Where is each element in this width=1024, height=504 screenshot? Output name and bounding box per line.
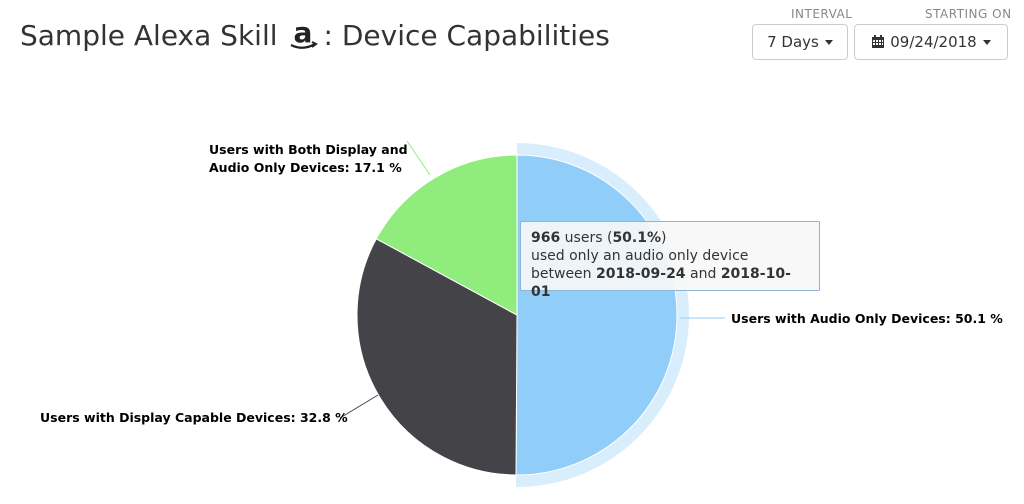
tooltip-close-paren: ) [661,230,667,246]
interval-dropdown[interactable]: 7 Days [752,24,848,60]
page-title: Sample Alexa Skill a : Device Capabiliti… [20,16,610,52]
tooltip-start-date: 2018-09-24 [596,266,686,282]
tooltip-and: and [685,266,721,282]
chevron-down-icon [824,39,833,45]
tooltip-end-date: 2018-10-01 [531,266,791,300]
tooltip-percent: 50.1% [612,230,662,246]
pie-label-connector-2 [406,140,431,176]
title-prefix: Sample Alexa Skill [20,18,278,52]
title-suffix: : Device Capabilities [323,18,610,52]
amazon-logo-icon: a [286,16,320,52]
pie-label-connector-1 [339,394,379,419]
start-date-dropdown[interactable]: 09/24/2018 [854,24,1008,60]
interval-label: INTERVAL [791,7,853,21]
pie-slice-2[interactable] [375,154,518,316]
tooltip-line-3: between 2018-09-24 and 2018-10-01 [531,265,809,301]
pie-label-0: Users with Audio Only Devices: 50.1 % [731,311,1003,326]
start-date-value: 09/24/2018 [890,33,977,51]
chevron-down-icon [982,39,991,45]
pie-label-2: Users with Both Display and Audio Only De… [209,142,408,175]
pie-slice-0[interactable] [515,154,678,476]
tooltip-between: between [531,266,596,282]
pie-slice-1[interactable] [356,238,518,476]
tooltip-count: 966 [531,230,561,246]
starting-on-label: STARTING ON [925,7,1012,21]
chart-tooltip: 966 users (50.1%) used only an audio onl… [520,221,820,300]
calendar-icon [871,35,885,49]
interval-value: 7 Days [767,33,819,51]
tooltip-line-1: 966 users (50.1%) [531,229,809,247]
pie-label-1: Users with Display Capable Devices: 32.8… [40,410,348,425]
svg-text:a: a [293,18,312,49]
tooltip-users-word: users ( [560,230,613,246]
tooltip-line-2: used only an audio only device [531,248,749,264]
